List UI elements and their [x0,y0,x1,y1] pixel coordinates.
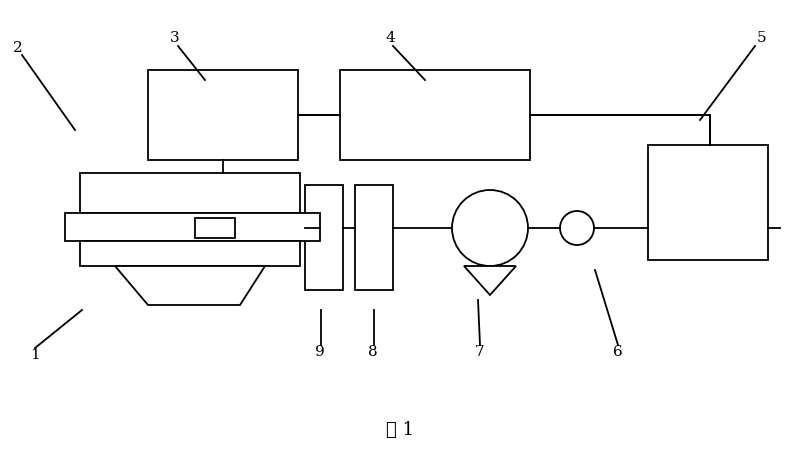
Text: 5: 5 [757,31,767,45]
Bar [648,145,768,260]
Bar [340,70,530,160]
Text: 9: 9 [315,345,325,359]
Bar [65,213,320,241]
Circle shape [452,190,528,266]
Text: 6: 6 [613,345,623,359]
Text: 8: 8 [368,345,378,359]
Text: 图 1: 图 1 [386,421,414,439]
Bar [195,218,235,238]
Polygon shape [464,266,516,295]
Circle shape [560,211,594,245]
Text: 1: 1 [30,348,40,362]
Polygon shape [115,266,265,305]
Text: 2: 2 [13,41,23,55]
Bar [355,185,393,290]
Bar [80,173,300,213]
Text: 7: 7 [475,345,485,359]
Bar [148,70,298,160]
Bar [305,185,343,290]
Bar [80,241,300,266]
Text: 3: 3 [170,31,180,45]
Text: 4: 4 [385,31,395,45]
